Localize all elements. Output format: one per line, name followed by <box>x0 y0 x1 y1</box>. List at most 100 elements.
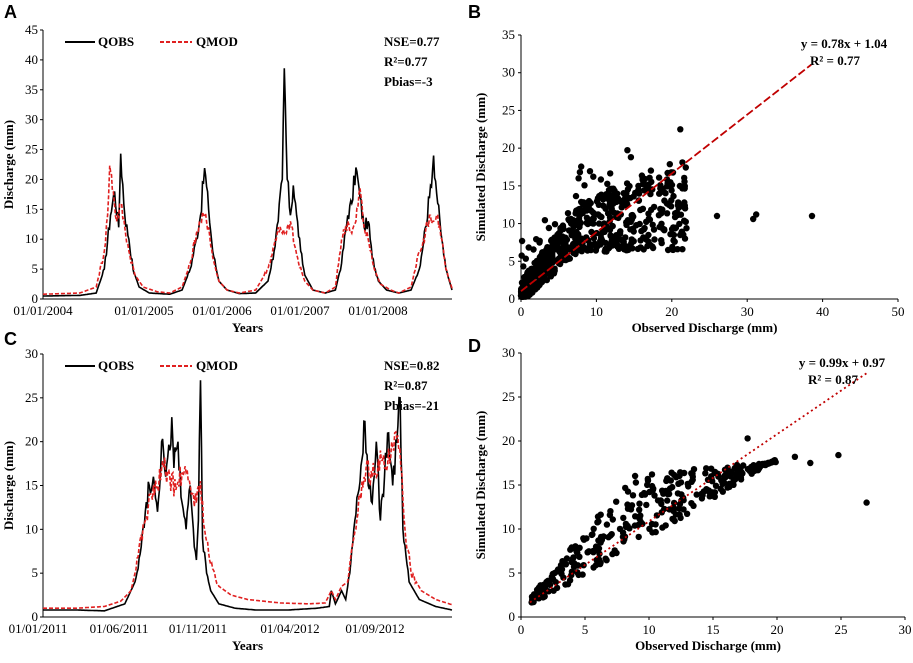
scatter-point <box>676 472 683 480</box>
scatter-point <box>553 584 561 592</box>
panel-c-timeseries: 0 5 10 15 20 25 30 01/01/2011 01/06/2011 01/11/20… <box>1 346 453 653</box>
scatter-point-outlier <box>808 212 816 220</box>
y-tick-label: 45 <box>25 22 38 37</box>
scatter-point <box>606 226 614 233</box>
x-tick-label: 30 <box>899 622 912 637</box>
scatter-point <box>680 506 687 513</box>
scatter-point <box>560 574 567 581</box>
scatter-point <box>541 274 548 281</box>
scatter-point <box>559 233 566 240</box>
scatter-point <box>597 234 605 242</box>
scatter-point <box>670 499 678 507</box>
y-tick-label: 15 <box>25 201 38 216</box>
y-tick-label: 5 <box>509 253 516 268</box>
scatter-point <box>544 254 551 261</box>
scatter-point <box>521 279 529 286</box>
scatter-point <box>520 263 527 270</box>
y-tick-label: 15 <box>502 178 515 193</box>
scatter-point <box>665 201 673 209</box>
scatter-point <box>528 599 535 606</box>
x-tick-label: 15 <box>707 622 720 637</box>
scatter-point <box>635 186 642 193</box>
scatter-point <box>613 198 620 206</box>
scatter-point <box>606 511 614 519</box>
scatter-point <box>536 257 543 264</box>
panel-a-timeseries: 0 5 10 15 20 25 30 35 40 45 01/01/2004 01/01/2005 01… <box>1 22 453 335</box>
x-tick-label: 0 <box>518 622 525 637</box>
scatter-point <box>649 243 656 250</box>
y-tick-label: 25 <box>25 142 38 157</box>
scatter-point <box>576 169 584 176</box>
scatter-point <box>607 532 614 539</box>
scatter-point <box>670 237 677 244</box>
series-qobs-line <box>43 68 453 297</box>
scatter-point <box>637 206 644 214</box>
scatter-point <box>540 590 548 598</box>
scatter-point <box>636 500 643 507</box>
x-tick-label: 20 <box>665 304 678 319</box>
y-tick-label: 40 <box>25 52 38 67</box>
scatter-point <box>664 246 672 254</box>
scatter-point-outlier <box>791 453 799 460</box>
legend-qobs-label: QOBS <box>98 358 134 373</box>
scatter-point <box>664 497 671 504</box>
scatter-point <box>651 236 658 243</box>
scatter-point <box>643 501 650 509</box>
x-tick-label: 01/09/2012 <box>345 621 404 636</box>
x-tick-label: 10 <box>643 622 656 637</box>
x-tick-label: 10 <box>590 304 603 319</box>
scatter-point <box>594 546 601 554</box>
stat-text: Pbias=-3 <box>384 74 433 89</box>
scatter-point <box>592 247 600 254</box>
scatter-point <box>714 470 722 477</box>
scatter-point-outlier <box>744 435 751 442</box>
scatter-point-outlier <box>863 499 870 506</box>
scatter-point <box>661 505 668 513</box>
scatter-point <box>627 226 634 233</box>
y-tick-label: 30 <box>25 112 38 127</box>
y-tick-label: 10 <box>25 231 38 246</box>
scatter-point <box>631 472 639 480</box>
scatter-point <box>717 485 724 492</box>
scatter-point <box>603 248 610 255</box>
scatter-point <box>541 217 549 224</box>
y-tick-label: 30 <box>502 345 515 360</box>
scatter-point <box>536 281 543 288</box>
y-tick-label: 20 <box>502 140 515 155</box>
x-tick-label: 01/01/2004 <box>13 303 73 318</box>
scatter-point <box>585 218 592 225</box>
scatter-point <box>657 205 664 213</box>
scatter-point <box>564 210 572 217</box>
scatter-point <box>727 470 734 478</box>
scatter-point <box>596 213 604 220</box>
y-tick-label: 0 <box>32 291 39 306</box>
x-tick-label: 01/01/2008 <box>348 303 407 318</box>
scatter-point <box>674 490 682 497</box>
scatter-point <box>636 506 643 513</box>
scatter-point <box>666 161 673 168</box>
scatter-point <box>597 533 605 541</box>
scatter-point <box>578 163 585 170</box>
scatter-point <box>551 243 559 250</box>
y-tick-label: 35 <box>502 27 515 42</box>
scatter-point <box>629 213 637 220</box>
scatter-point <box>639 180 647 188</box>
scatter-point <box>663 477 670 485</box>
x-axis-title: Years <box>232 320 263 335</box>
scatter-point <box>662 190 669 197</box>
x-tick-label: 40 <box>816 304 829 319</box>
trendline <box>529 372 868 604</box>
scatter-point <box>670 231 678 239</box>
scatter-point <box>591 240 598 247</box>
scatter-point-outlier <box>807 459 814 467</box>
y-axis-title: Discharge (mm) <box>1 441 16 530</box>
trend-r2: R² = 0.77 <box>810 53 860 68</box>
scatter-point <box>684 480 691 488</box>
y-tick-label: 5 <box>32 565 39 580</box>
scatter-point-outlier <box>713 212 721 220</box>
stat-text: NSE=0.77 <box>384 34 440 49</box>
scatter-point <box>609 550 616 558</box>
scatter-point <box>759 460 766 468</box>
y-tick-label: 20 <box>25 171 38 186</box>
y-tick-label: 25 <box>502 102 515 117</box>
